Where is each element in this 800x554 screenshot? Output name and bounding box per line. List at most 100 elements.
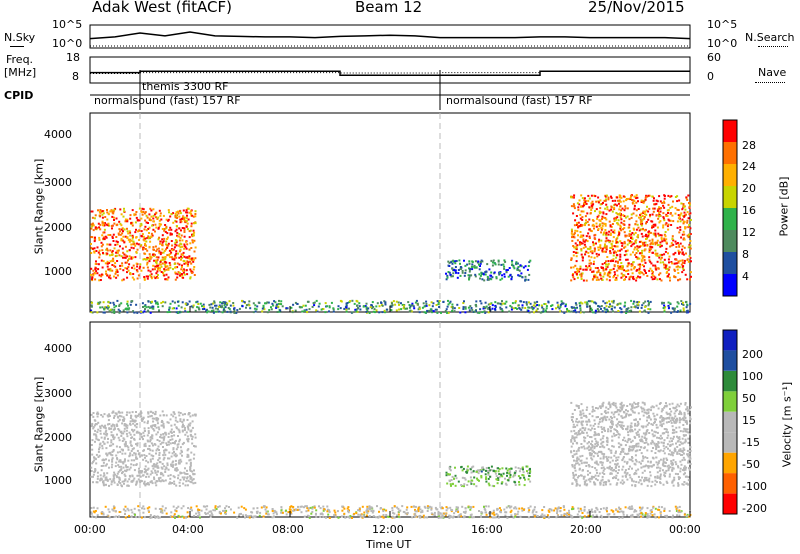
power-cell: [570, 228, 573, 231]
power-cell: [590, 230, 593, 233]
velocity-cell: [591, 466, 594, 468]
power-cell: [639, 216, 642, 219]
velocity-cell: [659, 475, 662, 478]
velocity-cell: [174, 416, 177, 419]
power-cell: [384, 311, 387, 314]
power-cell: [588, 206, 591, 209]
power-cell: [273, 300, 276, 303]
velocity-cell: [133, 469, 136, 472]
velocity-cell: [678, 438, 681, 441]
power-cell: [154, 230, 156, 233]
power-cell: [658, 207, 661, 210]
velocity-cell: [577, 405, 580, 407]
power-cell: [619, 249, 621, 252]
power-cell: [587, 194, 590, 197]
power-cell: [102, 212, 105, 215]
power-cell: [169, 215, 172, 218]
power-cell: [653, 233, 656, 236]
power-cell: [401, 303, 404, 306]
velocity-cell: [162, 425, 165, 428]
power-cell: [619, 253, 622, 256]
power-cell: [151, 253, 154, 256]
velocity-cell: [623, 460, 626, 463]
power-cell: [160, 218, 163, 221]
velocity-cell: [174, 459, 177, 462]
power-cell: [145, 306, 148, 309]
velocity-cell: [126, 426, 129, 429]
power-cell: [606, 208, 609, 211]
power-cell: [681, 261, 684, 264]
velocity-cbar-tick: -200: [742, 502, 767, 515]
power-cell: [188, 255, 191, 258]
velocity-cell: [451, 482, 454, 485]
power-cell: [172, 268, 174, 271]
power-cell: [96, 272, 99, 275]
velocity-cell: [96, 438, 99, 441]
velocity-cell: [663, 406, 666, 409]
power-cell: [194, 215, 197, 218]
nave-legend-line: [755, 82, 785, 83]
velocity-cell: [581, 431, 584, 434]
velocity-cell: [681, 459, 684, 462]
power-cell: [90, 309, 93, 312]
velocity-cell: [518, 483, 521, 486]
sky-frame: [89, 24, 691, 49]
velocity-cell: [615, 483, 618, 486]
velocity-cell: [189, 434, 192, 437]
velocity-cell: [143, 480, 146, 483]
velocity-cell: [110, 480, 113, 483]
velocity-cell: [152, 444, 154, 447]
velocity-cell: [642, 457, 645, 460]
power-cell: [630, 299, 633, 302]
power-cell: [155, 302, 158, 305]
power-cell: [278, 299, 280, 302]
power-cell: [616, 264, 619, 267]
power-cell: [595, 276, 598, 279]
velocity-cell: [593, 447, 596, 450]
velocity-cell: [616, 459, 619, 461]
power-cell: [564, 305, 567, 308]
velocity-cell: [162, 458, 165, 461]
velocity-cell: [161, 424, 164, 427]
velocity-cell: [99, 429, 102, 432]
velocity-cell: [143, 454, 146, 457]
velocity-cell: [448, 479, 451, 482]
velocity-cell: [681, 449, 684, 452]
power-cell: [101, 210, 104, 213]
velocity-cbar-tick: 15: [742, 414, 756, 427]
power-cell: [313, 304, 316, 307]
velocity-cell: [188, 459, 191, 462]
velocity-cell: [162, 441, 165, 444]
power-cell: [490, 278, 493, 281]
power-cell: [609, 225, 612, 228]
velocity-cell: [688, 468, 691, 471]
power-cell: [130, 243, 133, 246]
velocity-cell: [131, 411, 134, 414]
power-cell: [455, 271, 457, 274]
power-cell: [575, 245, 578, 248]
power-cell: [592, 263, 595, 265]
power-cell: [362, 305, 365, 308]
power-cell: [229, 310, 232, 313]
power-cell: [631, 264, 634, 266]
velocity-cell: [628, 465, 631, 468]
velocity-cell: [600, 461, 603, 464]
power-cell: [91, 222, 94, 225]
velocity-cell: [194, 436, 197, 439]
power-cell: [129, 273, 132, 276]
power-cell: [533, 301, 536, 304]
power-cell: [169, 252, 172, 255]
power-cell: [594, 274, 597, 277]
power-cell: [155, 261, 157, 263]
power-cell: [315, 299, 318, 302]
power-cell: [584, 301, 587, 304]
velocity-cell: [631, 460, 634, 463]
velocity-cell: [189, 463, 192, 466]
velocity-cell: [158, 449, 160, 451]
power-cell: [266, 301, 269, 304]
velocity-cell: [191, 479, 194, 482]
velocity-cell: [96, 412, 98, 415]
velocity-cell: [100, 465, 103, 467]
velocity-cell: [572, 476, 575, 479]
power-cell: [642, 244, 645, 247]
